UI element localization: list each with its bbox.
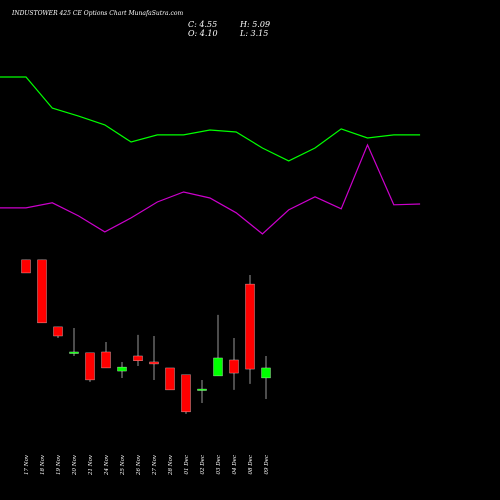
candle-body [53,326,63,337]
x-tick-label: 26 Nov [136,454,142,476]
candle-body [101,351,111,369]
candle-body [85,352,95,381]
stat-low: L: 3.15 [239,29,268,38]
indicator-line [0,143,421,235]
x-tick-label: 18 Nov [40,454,46,475]
x-tick-label: 19 Nov [56,454,62,475]
x-tick-label: 02 Dec [200,455,206,475]
chart-title: INDUSTOWER 425 CE Options Chart MunafaSu… [11,10,183,17]
candle-body [133,355,143,362]
candle-body [261,367,271,379]
x-tick-label: 27 Nov [152,454,158,476]
candle-body [213,357,223,377]
candle-body [197,388,207,391]
candle-body [149,361,159,365]
candle-body [117,366,127,372]
x-tick-label: 01 Dec [184,455,190,475]
stat-close: C: 4.55 [188,20,217,29]
candle-body [165,367,175,391]
x-tick-label: 03 Dec [216,455,222,475]
stat-open: O: 4.10 [188,29,218,38]
stat-high: H: 5.09 [239,20,270,29]
x-tick-label: 21 Nov [88,454,94,476]
candle-body [21,259,31,274]
candle-body [229,359,239,374]
x-tick-label: 24 Nov [104,454,110,476]
candle-body [245,283,255,370]
indicator-line [0,76,421,162]
x-tick-label: 17 Nov [24,454,30,475]
x-tick-label: 25 Nov [120,454,126,476]
x-tick-label: 08 Dec [248,455,254,475]
x-tick-label: 09 Dec [264,455,270,475]
x-tick-label: 20 Nov [72,454,78,476]
x-tick-label: 28 Nov [168,454,174,476]
candle-body [181,374,191,413]
x-tick-label: 04 Dec [232,455,238,475]
candle-body [37,259,47,324]
candle-body [69,351,79,354]
